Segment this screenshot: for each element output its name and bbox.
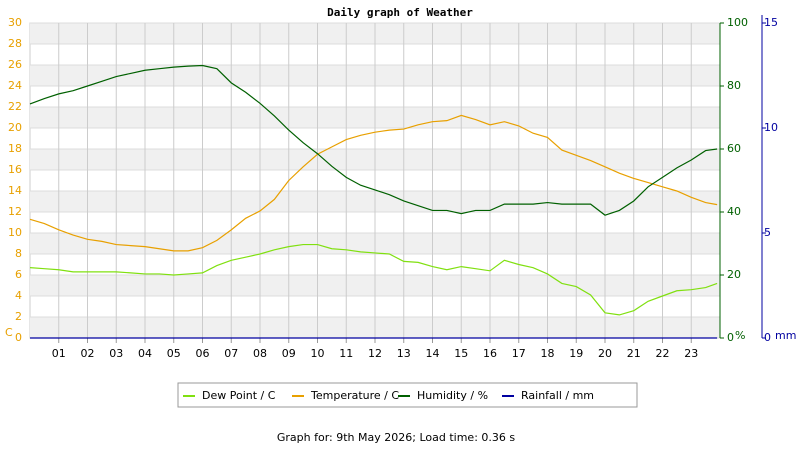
x-tick-label: 13 — [397, 347, 411, 360]
y-tick-label: 14 — [8, 184, 22, 197]
x-tick-label: 04 — [138, 347, 152, 360]
x-tick-label: 06 — [196, 347, 210, 360]
footer: Graph for: 9th May 2026; Load time: 0.36… — [277, 431, 516, 444]
legend-label: Temperature / C — [310, 389, 399, 402]
y-tick-label: 24 — [8, 79, 22, 92]
x-tick-label: 23 — [684, 347, 698, 360]
x-tick-label: 20 — [598, 347, 612, 360]
x-tick-label: 15 — [454, 347, 468, 360]
x-tick-label: 21 — [627, 347, 641, 360]
y-tick-label: 10 — [8, 226, 22, 239]
y-tick-label: 0 — [15, 331, 22, 344]
y2-tick-label: 0 — [727, 331, 734, 344]
y-tick-label: 16 — [8, 163, 22, 176]
series-line — [29, 114, 718, 252]
y-tick-label: 30 — [8, 16, 22, 29]
y-tick-label: 2 — [15, 310, 22, 323]
legend-label: Dew Point / C — [202, 389, 276, 402]
y-tick-label: 18 — [8, 142, 22, 155]
x-tick-label: 12 — [368, 347, 382, 360]
x-tick-label: 09 — [282, 347, 296, 360]
x-tick-label: 18 — [541, 347, 555, 360]
y-tick-label: 20 — [8, 121, 22, 134]
series-line — [29, 243, 718, 316]
x-tick-label: 02 — [81, 347, 95, 360]
x-tick-label: 14 — [426, 347, 440, 360]
y-tick-label: 12 — [8, 205, 22, 218]
x-tick-label: 22 — [656, 347, 670, 360]
x-tick-label: 17 — [512, 347, 526, 360]
y-tick-label: 8 — [15, 247, 22, 260]
x-tick-label: 05 — [167, 347, 181, 360]
y-tick-label: 22 — [8, 100, 22, 113]
y-tick-label: 4 — [15, 289, 22, 302]
y-axis-label: C — [5, 326, 13, 339]
y3-axis-label: mm — [775, 329, 796, 342]
y2-tick-label: 80 — [727, 79, 741, 92]
y3-tick-label: 0 — [764, 331, 771, 344]
y-tick-label: 26 — [8, 58, 22, 71]
y3-tick-label: 5 — [764, 226, 771, 239]
y-tick-label: 6 — [15, 268, 22, 281]
y2-axis-label: % — [735, 329, 745, 342]
x-tick-label: 08 — [253, 347, 267, 360]
y-tick-label: 28 — [8, 37, 22, 50]
x-tick-label: 11 — [339, 347, 353, 360]
y3-tick-label: 10 — [764, 121, 778, 134]
chart-title: Daily graph of Weather — [327, 6, 473, 19]
x-tick-label: 07 — [224, 347, 238, 360]
x-tick-label: 10 — [311, 347, 325, 360]
x-tick-label: 03 — [109, 347, 123, 360]
x-tick-label: 16 — [483, 347, 497, 360]
series-line — [29, 64, 718, 216]
y2-tick-label: 60 — [727, 142, 741, 155]
y2-tick-label: 100 — [727, 16, 748, 29]
y3-tick-label: 15 — [764, 16, 778, 29]
legend-label: Humidity / % — [417, 389, 488, 402]
x-tick-label: 19 — [569, 347, 583, 360]
y2-tick-label: 20 — [727, 268, 741, 281]
x-tick-label: 01 — [52, 347, 66, 360]
legend-label: Rainfall / mm — [521, 389, 594, 402]
y2-tick-label: 40 — [727, 205, 741, 218]
